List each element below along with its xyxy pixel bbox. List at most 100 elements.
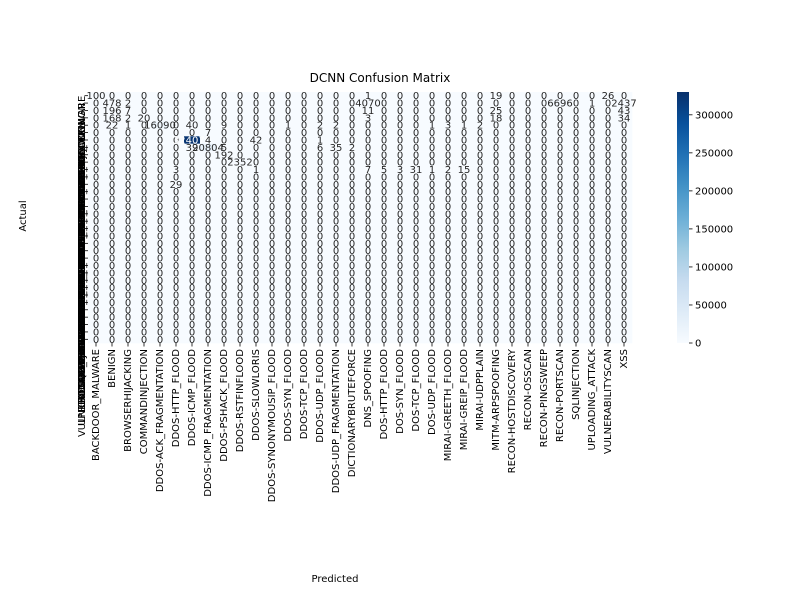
heatmap-cell bbox=[552, 151, 569, 159]
cell-value-label: 0 bbox=[93, 113, 99, 124]
cell-value-label: 0 bbox=[381, 195, 387, 206]
cell-value-label: 0 bbox=[285, 143, 291, 154]
heatmap-cell bbox=[600, 165, 617, 174]
cell-value-label: 0 bbox=[269, 180, 275, 191]
cell-value-label: 0 bbox=[525, 298, 531, 309]
y-tick-label: RECON-PINGSWEEP bbox=[77, 302, 88, 400]
heatmap-cell bbox=[248, 313, 265, 322]
heatmap-cell bbox=[328, 276, 345, 285]
heatmap-cell bbox=[120, 195, 137, 204]
y-tick-label: DDOS-SLOWLORIS bbox=[77, 170, 88, 262]
cell-value-label: 0 bbox=[317, 195, 323, 206]
cell-value-label: 0 bbox=[573, 91, 579, 102]
cell-value-label: 0 bbox=[365, 231, 371, 242]
cell-value-label: 0 bbox=[221, 128, 227, 139]
heatmap-cell bbox=[568, 114, 585, 122]
cell-value-label: 0 bbox=[269, 298, 275, 309]
heatmap-cell bbox=[184, 224, 201, 233]
heatmap-cell bbox=[136, 202, 153, 211]
cell-value-label: 0 bbox=[557, 106, 563, 117]
cell-value-label: 0 bbox=[253, 91, 259, 102]
heatmap-cell bbox=[280, 328, 297, 336]
cell-value-label: 0 bbox=[621, 327, 627, 338]
heatmap-cell bbox=[328, 151, 345, 159]
heatmap-cell bbox=[472, 232, 489, 240]
heatmap-cell bbox=[296, 313, 313, 322]
cell-value-label: 0 bbox=[477, 261, 483, 272]
cell-value-label: 0 bbox=[109, 327, 115, 338]
cell-value-label: 0 bbox=[237, 150, 243, 161]
heatmap-cell bbox=[600, 106, 617, 115]
cell-value-label: 0 bbox=[237, 305, 243, 316]
heatmap-cell bbox=[328, 121, 345, 130]
cell-value-label: 0 bbox=[125, 172, 131, 183]
heatmap-cell bbox=[104, 306, 121, 314]
heatmap-cell bbox=[584, 313, 601, 322]
cell-value-label: 0 bbox=[589, 113, 595, 124]
cell-value-label: 0 bbox=[237, 246, 243, 257]
cell-value-label: 0 bbox=[237, 187, 243, 198]
heatmap-cell bbox=[296, 202, 313, 211]
cell-value-label: 0 bbox=[541, 195, 547, 206]
heatmap-cell bbox=[408, 99, 425, 108]
heatmap-cell bbox=[552, 306, 569, 314]
cell-value-label: 0 bbox=[109, 143, 115, 154]
cell-value-label: 0 bbox=[461, 320, 467, 331]
cell-value-label: 0 bbox=[573, 246, 579, 257]
heatmap-cell bbox=[328, 224, 345, 233]
y-tick-label: RECON-OSSCAN bbox=[77, 295, 88, 376]
cell-value-label: 0 bbox=[141, 320, 147, 331]
cell-value-label: 0 bbox=[317, 106, 323, 117]
heatmap-cell bbox=[520, 165, 537, 174]
cell-value-label: 0 bbox=[269, 327, 275, 338]
cell-value-label: 0 bbox=[445, 150, 451, 161]
cell-value-label: 0 bbox=[573, 180, 579, 191]
heatmap-cell bbox=[88, 224, 105, 233]
cell-value-label: 1 bbox=[365, 91, 371, 102]
heatmap-cell bbox=[456, 306, 473, 314]
heatmap-cell bbox=[520, 298, 537, 307]
heatmap-cell bbox=[312, 128, 329, 137]
heatmap-cell bbox=[280, 224, 297, 233]
heatmap-cell bbox=[584, 261, 601, 270]
cell-value-label: 0 bbox=[269, 128, 275, 139]
heatmap-cell bbox=[216, 306, 233, 314]
cell-value-label: 0 bbox=[173, 261, 179, 272]
heatmap-cell bbox=[568, 136, 585, 144]
heatmap-cell bbox=[600, 114, 617, 122]
heatmap-cell bbox=[88, 180, 105, 189]
heatmap-cell bbox=[536, 291, 553, 299]
heatmap-cell bbox=[120, 158, 137, 167]
heatmap-cell bbox=[120, 291, 137, 299]
cell-value-label: 0 bbox=[605, 113, 611, 124]
cell-value-label: 0 bbox=[605, 121, 611, 132]
cell-value-label: 0 bbox=[541, 231, 547, 242]
cell-value-label: 0 bbox=[461, 298, 467, 309]
cell-value-label: 0 bbox=[525, 187, 531, 198]
heatmap-cell bbox=[344, 143, 361, 152]
heatmap-cell bbox=[280, 313, 297, 322]
cell-value-label: 0 bbox=[461, 143, 467, 154]
cell-value-label: 0 bbox=[477, 283, 483, 294]
cell-value-label: 0 bbox=[333, 298, 339, 309]
cell-value-label: 0 bbox=[557, 195, 563, 206]
heatmap-cell bbox=[584, 136, 601, 144]
heatmap-cell bbox=[504, 224, 521, 233]
heatmap-cell bbox=[152, 306, 169, 314]
heatmap-cell bbox=[408, 320, 425, 329]
heatmap-cell bbox=[328, 158, 345, 167]
cell-value-label: 0 bbox=[509, 158, 515, 169]
y-tick-label: DDOS-ACK_FRAGMENTATION bbox=[77, 125, 88, 268]
heatmap-cell bbox=[408, 298, 425, 307]
heatmap-cell bbox=[200, 173, 217, 181]
heatmap-cell bbox=[616, 121, 633, 130]
cell-value-label: 0 bbox=[397, 195, 403, 206]
cell-value-label: 0 bbox=[557, 113, 563, 124]
cell-value-label: 0 bbox=[141, 202, 147, 213]
cell-value-label: 0 bbox=[509, 305, 515, 316]
heatmap-cell bbox=[440, 224, 457, 233]
cell-value-label: 0 bbox=[189, 99, 195, 110]
heatmap-cell bbox=[232, 254, 249, 263]
cell-value-label: 0 bbox=[365, 276, 371, 287]
cell-value-label: 0 bbox=[93, 135, 99, 146]
